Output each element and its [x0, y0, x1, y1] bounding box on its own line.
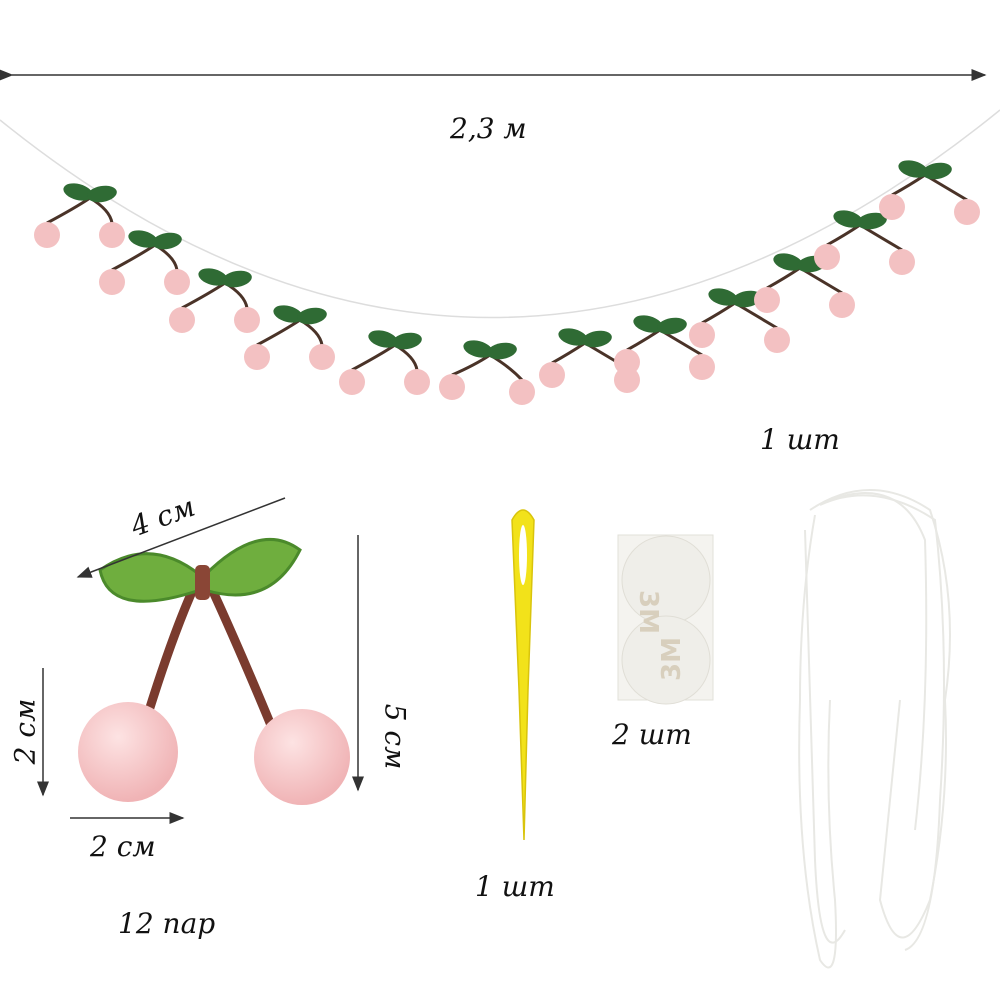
garland	[34, 160, 980, 405]
thread-count-label: 1 шт	[760, 423, 840, 456]
garland-cherry-pair	[879, 160, 980, 225]
garland-cherry-pair	[539, 328, 640, 393]
needle-count-label: 1 шт	[475, 870, 555, 903]
tape-count-label: 2 шт	[612, 718, 692, 751]
garland-cherry-pair	[339, 330, 430, 395]
adhesive-tape-icon: 3M 3M	[617, 534, 714, 705]
garland-cherry-pair	[169, 268, 260, 333]
garland-cherry-pair	[614, 315, 715, 380]
garland-cherry-pair	[34, 183, 125, 248]
pompom-left	[78, 702, 178, 802]
width-arrow	[76, 497, 286, 578]
ball-width-label: 2 см	[90, 830, 156, 863]
garland-cherry-pair	[814, 210, 915, 275]
thread-icon	[798, 489, 951, 969]
cherry-height-label: 5 см	[378, 703, 412, 770]
leaf-right	[203, 537, 302, 597]
garland-length-label: 2,3 м	[450, 112, 527, 145]
garland-cherry-pair	[99, 230, 190, 295]
cherry-closeup	[78, 537, 350, 805]
garland-cherry-pair	[244, 305, 335, 370]
ball-height-label: 2 см	[8, 698, 42, 765]
garland-cherry-pair	[689, 288, 790, 353]
svg-text:3M: 3M	[633, 590, 663, 634]
cherry-count-label: 12 пар	[118, 907, 216, 940]
leaf-left	[98, 552, 202, 603]
needle-icon	[511, 509, 535, 841]
garland-cherry-pair	[439, 340, 535, 405]
svg-text:3M: 3M	[657, 637, 687, 681]
pompom-right	[254, 709, 350, 805]
garland-cherry-pair	[754, 253, 855, 318]
